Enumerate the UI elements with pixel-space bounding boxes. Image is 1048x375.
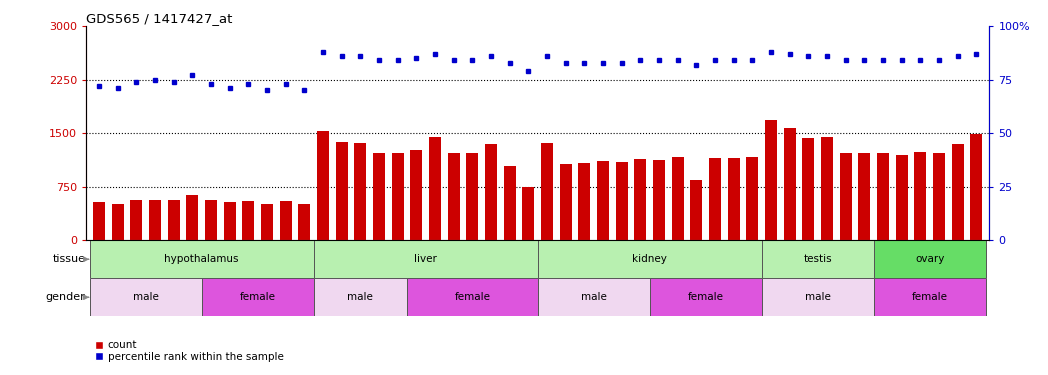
Bar xyxy=(933,153,945,240)
Bar xyxy=(578,163,590,240)
Text: GDS565 / 1417427_at: GDS565 / 1417427_at xyxy=(86,12,233,25)
Bar xyxy=(691,180,702,240)
Bar xyxy=(522,187,534,240)
Text: male: male xyxy=(805,292,830,302)
Bar xyxy=(313,240,538,278)
Bar xyxy=(914,152,926,240)
Bar xyxy=(727,158,740,240)
Bar xyxy=(392,153,403,240)
Bar xyxy=(299,204,310,240)
Bar xyxy=(541,142,553,240)
Bar xyxy=(466,153,478,240)
Bar xyxy=(130,200,143,240)
Bar xyxy=(762,240,874,278)
Bar xyxy=(802,138,814,240)
Text: tissue: tissue xyxy=(52,254,86,264)
Text: female: female xyxy=(912,292,947,302)
Text: female: female xyxy=(687,292,723,302)
Bar xyxy=(447,153,460,240)
Bar xyxy=(149,200,161,240)
Text: ovary: ovary xyxy=(915,254,944,264)
Bar xyxy=(597,161,609,240)
Bar xyxy=(313,278,407,316)
Bar xyxy=(90,278,201,316)
Bar xyxy=(615,162,628,240)
Bar xyxy=(93,202,105,240)
Bar xyxy=(538,278,650,316)
Bar xyxy=(538,240,762,278)
Bar xyxy=(765,120,777,240)
Text: male: male xyxy=(581,292,607,302)
Bar xyxy=(874,278,985,316)
Text: male: male xyxy=(133,292,158,302)
Bar xyxy=(407,278,538,316)
Bar xyxy=(560,164,572,240)
Bar xyxy=(821,137,833,240)
Text: gender: gender xyxy=(46,292,86,302)
Text: female: female xyxy=(240,292,276,302)
Bar xyxy=(970,134,982,240)
Bar xyxy=(650,278,762,316)
Bar xyxy=(205,200,217,240)
Bar xyxy=(354,142,367,240)
Text: hypothalamus: hypothalamus xyxy=(165,254,239,264)
Bar xyxy=(858,153,870,240)
Text: kidney: kidney xyxy=(632,254,667,264)
Bar xyxy=(746,157,759,240)
Bar xyxy=(242,201,255,240)
Bar xyxy=(762,278,874,316)
Bar xyxy=(839,153,852,240)
Legend: count, percentile rank within the sample: count, percentile rank within the sample xyxy=(91,336,288,366)
Bar xyxy=(316,131,329,240)
Text: female: female xyxy=(454,292,490,302)
Bar xyxy=(90,240,313,278)
Bar xyxy=(653,160,665,240)
Bar xyxy=(708,158,721,240)
Bar xyxy=(223,202,236,240)
Bar xyxy=(187,195,198,240)
Bar xyxy=(503,166,516,240)
Bar xyxy=(261,204,274,240)
Bar xyxy=(280,201,291,240)
Bar xyxy=(952,144,964,240)
Bar xyxy=(485,144,497,240)
Bar xyxy=(634,159,647,240)
Bar xyxy=(168,200,179,240)
Bar xyxy=(111,204,124,240)
Bar xyxy=(373,153,385,240)
Bar xyxy=(784,128,795,240)
Bar xyxy=(874,240,985,278)
Bar xyxy=(896,154,908,240)
Bar xyxy=(335,142,348,240)
Text: testis: testis xyxy=(803,254,832,264)
Text: male: male xyxy=(347,292,373,302)
Bar xyxy=(429,137,441,240)
Bar xyxy=(877,153,889,240)
Bar xyxy=(672,157,683,240)
Text: liver: liver xyxy=(414,254,437,264)
Bar xyxy=(201,278,313,316)
Bar xyxy=(410,150,422,240)
